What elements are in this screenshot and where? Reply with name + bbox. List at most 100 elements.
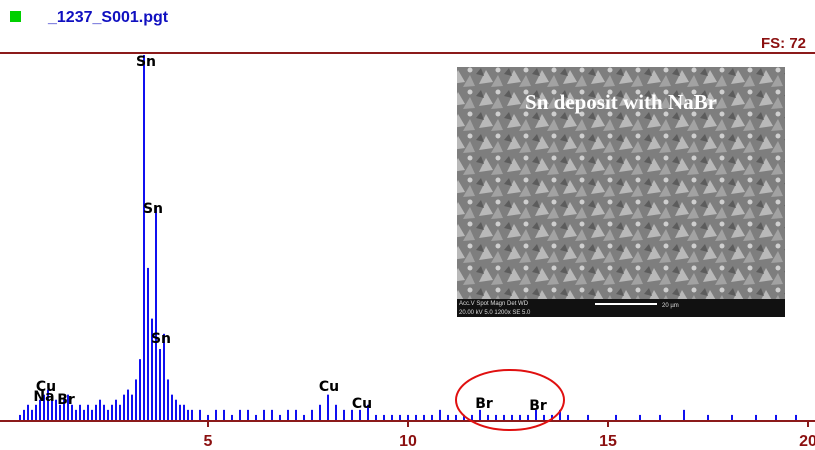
spectrum-bar (103, 405, 105, 420)
spectrum-bar (795, 415, 797, 420)
peak-label: Br (57, 392, 75, 408)
spectrum-bar (447, 415, 449, 420)
spectrum-bar (199, 410, 201, 420)
spectrum-bar (255, 415, 257, 420)
spectrum-bar (455, 415, 457, 420)
spectrum-bar (131, 395, 133, 420)
spectrum-bar (83, 410, 85, 420)
spectrum-bar (119, 405, 121, 420)
spectrum-bar (511, 415, 513, 420)
spectrum-bar (319, 405, 321, 420)
spectrum-bar (107, 410, 109, 420)
spectrum-bar (471, 415, 473, 420)
peak-label: Br (475, 396, 493, 412)
spectrum-bar (343, 410, 345, 420)
spectrum-bar (91, 410, 93, 420)
spectrum-bar (171, 395, 173, 420)
spectrum-bar (287, 410, 289, 420)
peak-label: Sn (151, 331, 171, 347)
sem-inset: Acc.V Spot Magn Det WD 20.00 kV 5.0 1200… (457, 67, 785, 317)
spectrum-bar (495, 415, 497, 420)
full-scale: FS: 72 (761, 35, 806, 52)
inset-caption: Sn deposit with NaBr (525, 90, 717, 114)
spectrum-bar (179, 405, 181, 420)
spectrum-bar (415, 415, 417, 420)
spectrum-bar (167, 379, 169, 420)
spectrum-bar (295, 410, 297, 420)
spectrum-bar (375, 415, 377, 420)
spectrum-bar (615, 415, 617, 420)
spectrum-bar (223, 410, 225, 420)
x-tick-label: 5 (204, 433, 213, 450)
spectrum-bar (383, 415, 385, 420)
spectrum-bar (407, 415, 409, 420)
peak-label: Cu (352, 396, 372, 412)
spectrum-bar (75, 410, 77, 420)
spectrum-bar (191, 410, 193, 420)
peak-label: Br (529, 398, 547, 414)
spectrum-bar (79, 405, 81, 420)
spectrum-bar (23, 410, 25, 420)
spectrum-bar (731, 415, 733, 420)
spectrum-bar (135, 379, 137, 420)
sem-info-header: Acc.V Spot Magn Det WD (459, 301, 529, 307)
spectrum-bar (639, 415, 641, 420)
spectrum-bar (587, 415, 589, 420)
spectrum-bar (399, 415, 401, 420)
spectrum-bar (187, 410, 189, 420)
spectrum-bar (335, 405, 337, 420)
spectrum-bar (207, 415, 209, 420)
spectrum-bar (231, 415, 233, 420)
spectrum-bar (303, 415, 305, 420)
spectrum-bar (487, 415, 489, 420)
spectrum-bar (707, 415, 709, 420)
peak-label: Na (33, 389, 54, 405)
spectrum-bar (683, 410, 685, 420)
spectrum-bar (239, 410, 241, 420)
spectrum-bar (115, 400, 117, 420)
x-tick-label: 10 (399, 433, 417, 450)
file-title: _1237_S001.pgt (47, 9, 169, 26)
spectrum-bar (99, 400, 101, 420)
spectrum-bar (155, 207, 157, 420)
x-tick-label: 15 (599, 433, 617, 450)
spectrum-bar (123, 395, 125, 420)
sem-info-values: 20.00 kV 5.0 1200x SE 5.0 (459, 310, 531, 316)
x-tick-label: 20 (799, 433, 815, 450)
spectrum-bar (567, 415, 569, 420)
spectrum-bar (19, 415, 21, 420)
spectrum-bar (271, 410, 273, 420)
spectrum-bar (175, 400, 177, 420)
spectrum-bar (391, 415, 393, 420)
peak-label: Sn (136, 54, 156, 70)
spectrum-bar (431, 415, 433, 420)
spectrum-bar (143, 55, 145, 420)
spectrum-bar (263, 410, 265, 420)
peak-label: Cu (319, 379, 339, 395)
spectrum-bar (31, 410, 33, 420)
spectrum-bar (159, 349, 161, 420)
spectrum-bar (215, 410, 217, 420)
spectrum-bar (127, 390, 129, 420)
spectrum-bar (111, 405, 113, 420)
spectrum-bar (755, 415, 757, 420)
spectrum-bar (311, 410, 313, 420)
spectrum-bar (279, 415, 281, 420)
spectrum-bar (95, 405, 97, 420)
spectrum-bar (139, 359, 141, 420)
spectrum-bar (527, 415, 529, 420)
scale-bar-label: 20 µm (662, 303, 679, 309)
spectrum-bar (327, 395, 329, 420)
peak-label: Sn (143, 201, 163, 217)
status-icon (10, 11, 21, 22)
spectrum-bar (439, 410, 441, 420)
spectrum-bar (27, 405, 29, 420)
spectrum-bar (659, 415, 661, 420)
spectrum-bar (183, 405, 185, 420)
spectrum-bar (775, 415, 777, 420)
spectrum-window: _1237_S001.pgt FS: 72 5101520SnSnSnCuNaB… (0, 0, 815, 450)
spectrum-bar (87, 405, 89, 420)
spectrum-bar (519, 415, 521, 420)
spectrum-bar (35, 405, 37, 420)
spectrum-bar (543, 415, 545, 420)
